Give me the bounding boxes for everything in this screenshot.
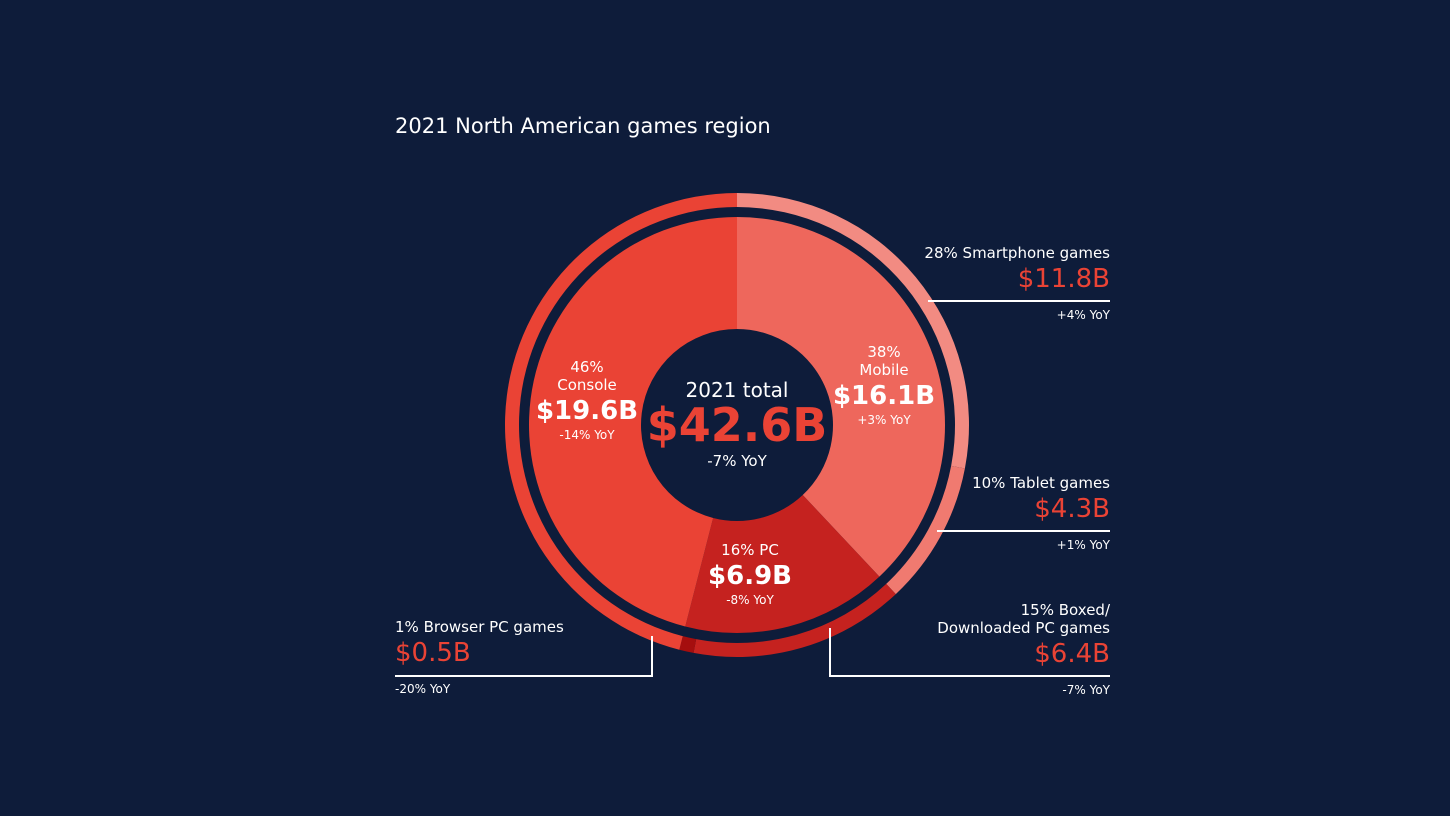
label-line: 1% Browser PC games xyxy=(395,618,564,636)
segment-label: 10% Tablet games $4.3B +1% YoY xyxy=(972,474,1110,552)
donut xyxy=(505,193,969,657)
outer-segment xyxy=(886,465,965,595)
category-label: Boxed/ Downloaded PC games xyxy=(937,601,1110,637)
leader-line xyxy=(829,628,1110,677)
change-label: +1% YoY xyxy=(1056,538,1110,552)
value-label: $11.8B xyxy=(1017,264,1110,294)
category-label: Mobile xyxy=(859,361,909,379)
segment-label: 38% Mobile $16.1B +3% YoY xyxy=(833,343,935,427)
leader-lines xyxy=(395,300,1110,677)
category-line: Mobile xyxy=(859,361,908,379)
chart-title: 2021 North American games region xyxy=(395,114,771,138)
change-label: -20% YoY xyxy=(395,682,451,696)
inner-segment xyxy=(529,217,737,627)
category-line: Console xyxy=(557,376,617,394)
percent-line: 38% xyxy=(867,343,900,361)
change-label: +3% YoY xyxy=(857,413,911,427)
label-line: 15% Boxed/ Downloaded PC games xyxy=(930,601,1110,637)
segment-label: 1% Browser PC games $0.5B -20% YoY xyxy=(395,618,564,696)
category-label: Tablet games xyxy=(1010,474,1110,492)
percent-label: 1% xyxy=(395,618,419,636)
percent-label: 28% xyxy=(924,244,958,262)
percent-label: 10% xyxy=(972,474,1006,492)
outer-segment xyxy=(679,636,697,653)
change-label: -7% YoY xyxy=(1062,683,1110,697)
center-change: -7% YoY xyxy=(707,452,767,470)
leader-line xyxy=(395,636,653,677)
inner-segment xyxy=(685,494,880,633)
segment-label: 16% PC $6.9B -8% YoY xyxy=(708,541,792,607)
value-label: $19.6B xyxy=(535,396,639,426)
percent-label: 38% xyxy=(867,343,901,361)
category-label: Console xyxy=(557,376,617,394)
category-label: PC xyxy=(759,541,779,559)
center-value: $42.6B xyxy=(646,398,828,452)
change-label: -8% YoY xyxy=(726,593,774,607)
percent-line: 46% xyxy=(570,358,603,376)
value-label: $16.1B xyxy=(832,381,936,411)
segment-label: 28% Smartphone games $11.8B +4% YoY xyxy=(924,244,1110,322)
label-line: 16% PC xyxy=(721,541,779,559)
inner-segment xyxy=(737,217,946,577)
category-label: Smartphone games xyxy=(962,244,1110,262)
segment-label: 46% Console $19.6B -14% YoY xyxy=(536,358,638,442)
percent-label: 16% xyxy=(721,541,755,559)
label-line: 28% Smartphone games xyxy=(924,244,1110,262)
change-label: +4% YoY xyxy=(1056,308,1110,322)
segment-label: 15% Boxed/ Downloaded PC games $6.4B -7% Y… xyxy=(930,601,1110,697)
category-label: Browser PC games xyxy=(423,618,564,636)
value-label: $4.3B xyxy=(1034,494,1110,524)
change-label: -14% YoY xyxy=(559,428,615,442)
center-label: 2021 total xyxy=(685,378,789,402)
label-line: 10% Tablet games xyxy=(972,474,1110,492)
value-label: $0.5B xyxy=(395,638,471,668)
percent-label: 46% xyxy=(570,358,604,376)
outer-segment xyxy=(693,583,896,657)
percent-label: 15% xyxy=(1020,601,1054,619)
value-label: $6.4B xyxy=(1034,639,1110,669)
value-label: $6.9B xyxy=(708,561,792,591)
